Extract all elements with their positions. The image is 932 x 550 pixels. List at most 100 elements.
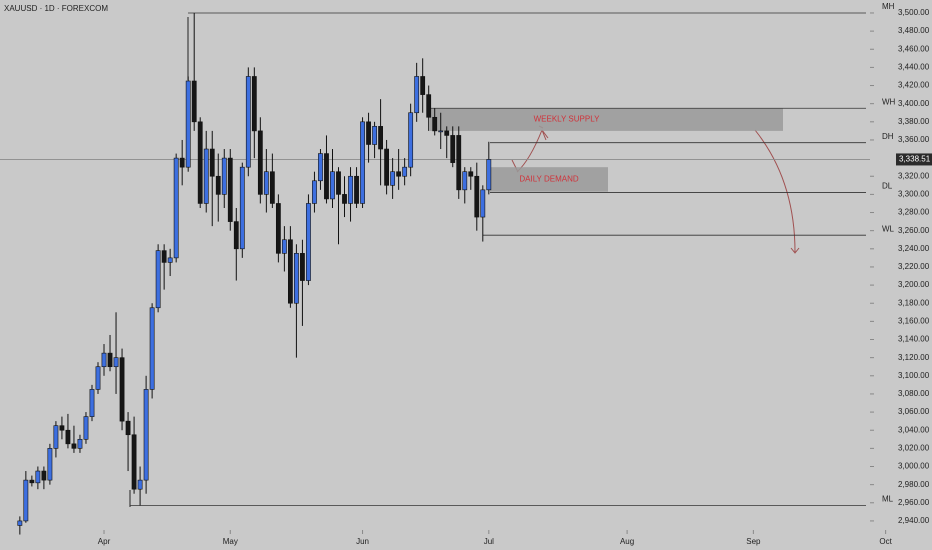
candle-body (149, 307, 155, 390)
candle-body (71, 443, 77, 449)
candle-body (251, 76, 257, 132)
candle-body (137, 479, 143, 490)
level-label: WH (882, 97, 896, 106)
y-tick-label: 3,300.00 (898, 189, 930, 198)
x-tick-label: Oct (879, 537, 892, 546)
y-tick-label: 3,000.00 (898, 462, 930, 471)
candle-body (384, 148, 389, 186)
candle-body (432, 116, 438, 132)
candle-body (107, 352, 113, 368)
candle-body (227, 157, 233, 222)
candle-body (396, 171, 402, 177)
y-tick-label: 3,400.00 (898, 99, 930, 108)
candle-body (354, 175, 359, 204)
y-tick-label: 3,060.00 (898, 407, 930, 416)
candle-body (263, 171, 269, 195)
zone (430, 108, 783, 131)
candle-body (215, 175, 221, 195)
candle-body (294, 253, 299, 304)
level-label: ML (882, 495, 894, 504)
y-tick-label: 3,420.00 (898, 81, 930, 90)
candle-body (185, 80, 191, 168)
candle-body (83, 416, 89, 440)
y-tick-label: 3,480.00 (898, 26, 930, 35)
y-tick-label: 2,940.00 (898, 516, 930, 525)
chart-title: XAUUSD · 1D · FOREXCOM (4, 4, 108, 13)
x-tick-label: Jul (484, 537, 494, 546)
candle-body (113, 357, 119, 368)
candle-body (324, 153, 329, 200)
y-tick-label: 3,500.00 (898, 8, 930, 17)
y-tick-label: 3,320.00 (898, 171, 930, 180)
candle-body (372, 126, 377, 145)
y-tick-label: 3,140.00 (898, 335, 930, 344)
y-tick-label: 3,440.00 (898, 63, 930, 72)
candle-body (233, 221, 239, 250)
candle-body (438, 130, 444, 133)
y-tick-label: 3,200.00 (898, 280, 930, 289)
candle-body (420, 76, 426, 95)
candle-body (65, 429, 71, 445)
candle-body (281, 239, 287, 254)
candle-body (402, 166, 408, 177)
candle-body (462, 171, 468, 191)
last-price-box (896, 153, 932, 166)
candle-body (77, 438, 83, 449)
candle-body (179, 157, 185, 168)
x-tick-label: Aug (620, 537, 634, 546)
candle-body (426, 94, 432, 118)
candle-body (47, 448, 53, 481)
candle-body (101, 352, 107, 368)
candle-body (125, 420, 131, 436)
candle-body (17, 520, 23, 526)
y-tick-label: 3,260.00 (898, 226, 930, 235)
x-tick-label: Sep (746, 537, 761, 546)
level-label: DL (882, 182, 893, 191)
y-tick-label: 3,460.00 (898, 44, 930, 53)
y-tick-label: 3,280.00 (898, 208, 930, 217)
candle-body (245, 76, 251, 168)
candle-body (95, 366, 101, 390)
candle-body (257, 130, 263, 195)
candle-body (155, 250, 161, 309)
candle-body (239, 166, 245, 250)
y-tick-label: 3,220.00 (898, 262, 930, 271)
x-tick-label: Jun (356, 537, 369, 546)
level-label: WL (882, 224, 895, 233)
level-label: MH (882, 2, 895, 11)
candle-body (288, 239, 293, 304)
candle-body (59, 425, 65, 431)
candle-body (89, 389, 95, 417)
y-tick-label: 2,980.00 (898, 480, 930, 489)
candle-body (131, 434, 137, 490)
candle-body (342, 194, 347, 204)
candle-body (318, 153, 323, 182)
candle-body (221, 157, 227, 195)
candle-body (456, 135, 462, 191)
y-tick-label: 3,100.00 (898, 371, 930, 380)
y-tick-label: 2,960.00 (898, 498, 930, 507)
candle-body (444, 130, 450, 136)
y-tick-label: 3,380.00 (898, 117, 930, 126)
y-tick-label: 3,160.00 (898, 316, 930, 325)
zone-label: WEEKLY SUPPLY (534, 115, 600, 124)
candle-body (23, 479, 29, 522)
candle-body (378, 126, 383, 150)
candle-body (173, 157, 179, 259)
level-label: DH (882, 132, 894, 141)
candle-body (450, 135, 456, 163)
candle-body (480, 189, 486, 218)
candle-body (360, 121, 365, 204)
candle-body (53, 425, 59, 449)
candle-body (474, 175, 480, 218)
candle-body (197, 121, 203, 204)
candle-body (366, 121, 371, 145)
candle-body (41, 470, 47, 481)
candle-body (468, 171, 474, 177)
candle-body (203, 148, 209, 204)
zone (490, 167, 608, 192)
candle-body (486, 159, 492, 191)
candle-body (330, 171, 335, 200)
